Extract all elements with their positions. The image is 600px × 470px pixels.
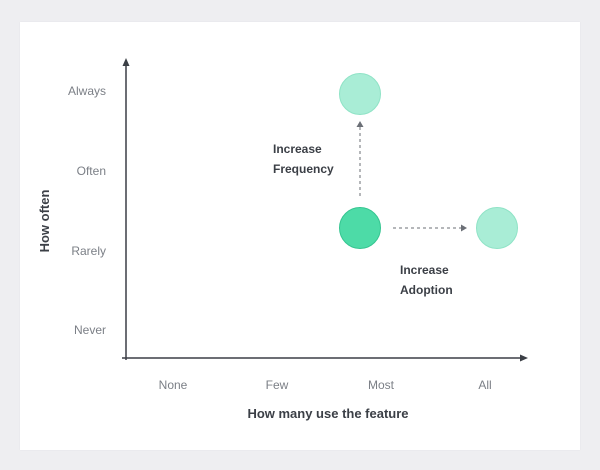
x-tick-label: Most — [368, 378, 395, 392]
frequency-annotation-line1: Increase — [273, 142, 322, 156]
y-tick-label: Rarely — [71, 244, 106, 258]
x-tick-label: None — [159, 378, 188, 392]
x-tick-label: Few — [266, 378, 289, 392]
target-adoption-point — [476, 207, 518, 249]
y-axis-arrow-icon — [122, 58, 130, 66]
target-frequency-point — [339, 73, 381, 115]
y-tick-label: Often — [77, 164, 106, 178]
current-point — [339, 207, 381, 249]
y-axis-title: How often — [37, 190, 52, 253]
adoption-annotation-line2: Adoption — [400, 283, 453, 297]
frequency-annotation-line2: Frequency — [273, 162, 334, 176]
x-axis-arrow-icon — [520, 354, 528, 362]
y-tick-label: Never — [74, 323, 106, 337]
y-tick-label: Always — [68, 84, 106, 98]
adoption-annotation-line1: Increase — [400, 263, 449, 277]
x-tick-label: All — [478, 378, 491, 392]
x-axis-title: How many use the feature — [247, 406, 408, 421]
